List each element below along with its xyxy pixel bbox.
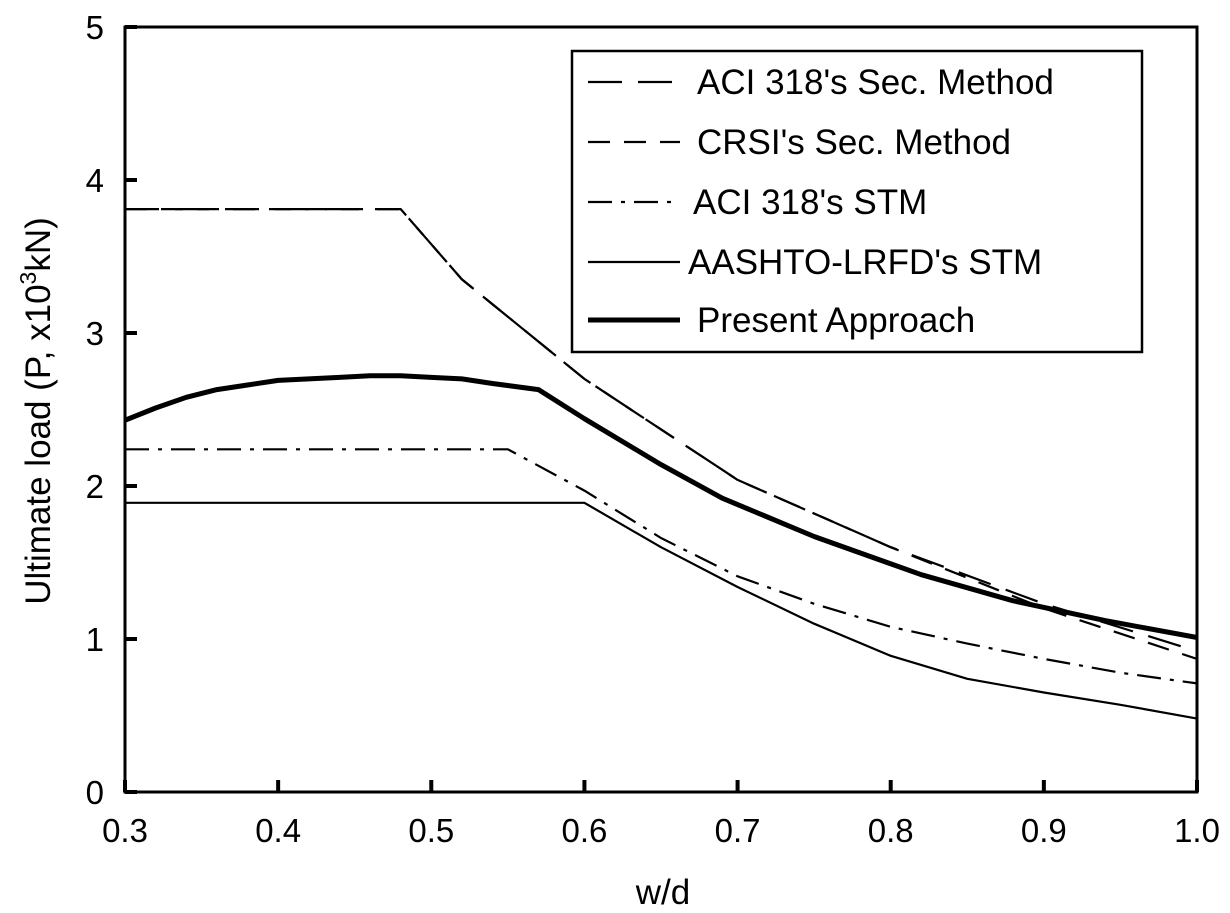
series-line-2 [125,208,1198,660]
y-axis-title-superscript: 3 [15,272,41,285]
y-tick-label: 3 [86,315,104,352]
x-tick-label: 0.9 [1021,812,1067,849]
legend-label: CRSI's Sec. Method [697,123,1011,162]
x-tick-label: 0.4 [255,812,301,849]
y-tick-label: 2 [86,468,104,505]
y-tick-label: 1 [86,621,104,658]
axes: 0.3 0.4 0.5 0.6 0.7 0.8 0.9 1.0 0 1 2 3 4 5 [86,9,1220,849]
legend-label: Present Approach [697,301,975,340]
series-line-5 [124,373,1198,640]
y-tick-label: 5 [86,9,104,46]
y-axis-title-main: Ultimate load (P, x10 [19,284,58,604]
x-tick-label: 1.0 [1174,812,1220,849]
x-tick-label: 0.3 [102,812,148,849]
plot-frame [123,25,1199,794]
y-tick-label: 4 [86,162,104,199]
x-tick-label: 0.8 [868,812,914,849]
series-line-3 [125,448,1198,685]
y-axis-title: Ultimate load (P, x103kN) [15,217,58,605]
legend-label: ACI 318's STM [693,183,927,222]
legend: ACI 318's Sec. Method CRSI's Sec. Method A… [570,49,1144,354]
x-tick-label: 0.6 [561,812,607,849]
series-line-4 [125,501,1198,720]
plot-area [124,208,1198,720]
x-axis-title: w/d [635,873,690,912]
legend-label: ACI 318's Sec. Method [697,63,1054,102]
legend-label: AASHTO-LRFD's STM [688,243,1042,282]
x-tick-label: 0.5 [408,812,454,849]
y-axis-title-suffix: kN) [19,217,58,271]
x-tick-label: 0.7 [715,812,761,849]
y-tick-label: 0 [86,774,104,811]
